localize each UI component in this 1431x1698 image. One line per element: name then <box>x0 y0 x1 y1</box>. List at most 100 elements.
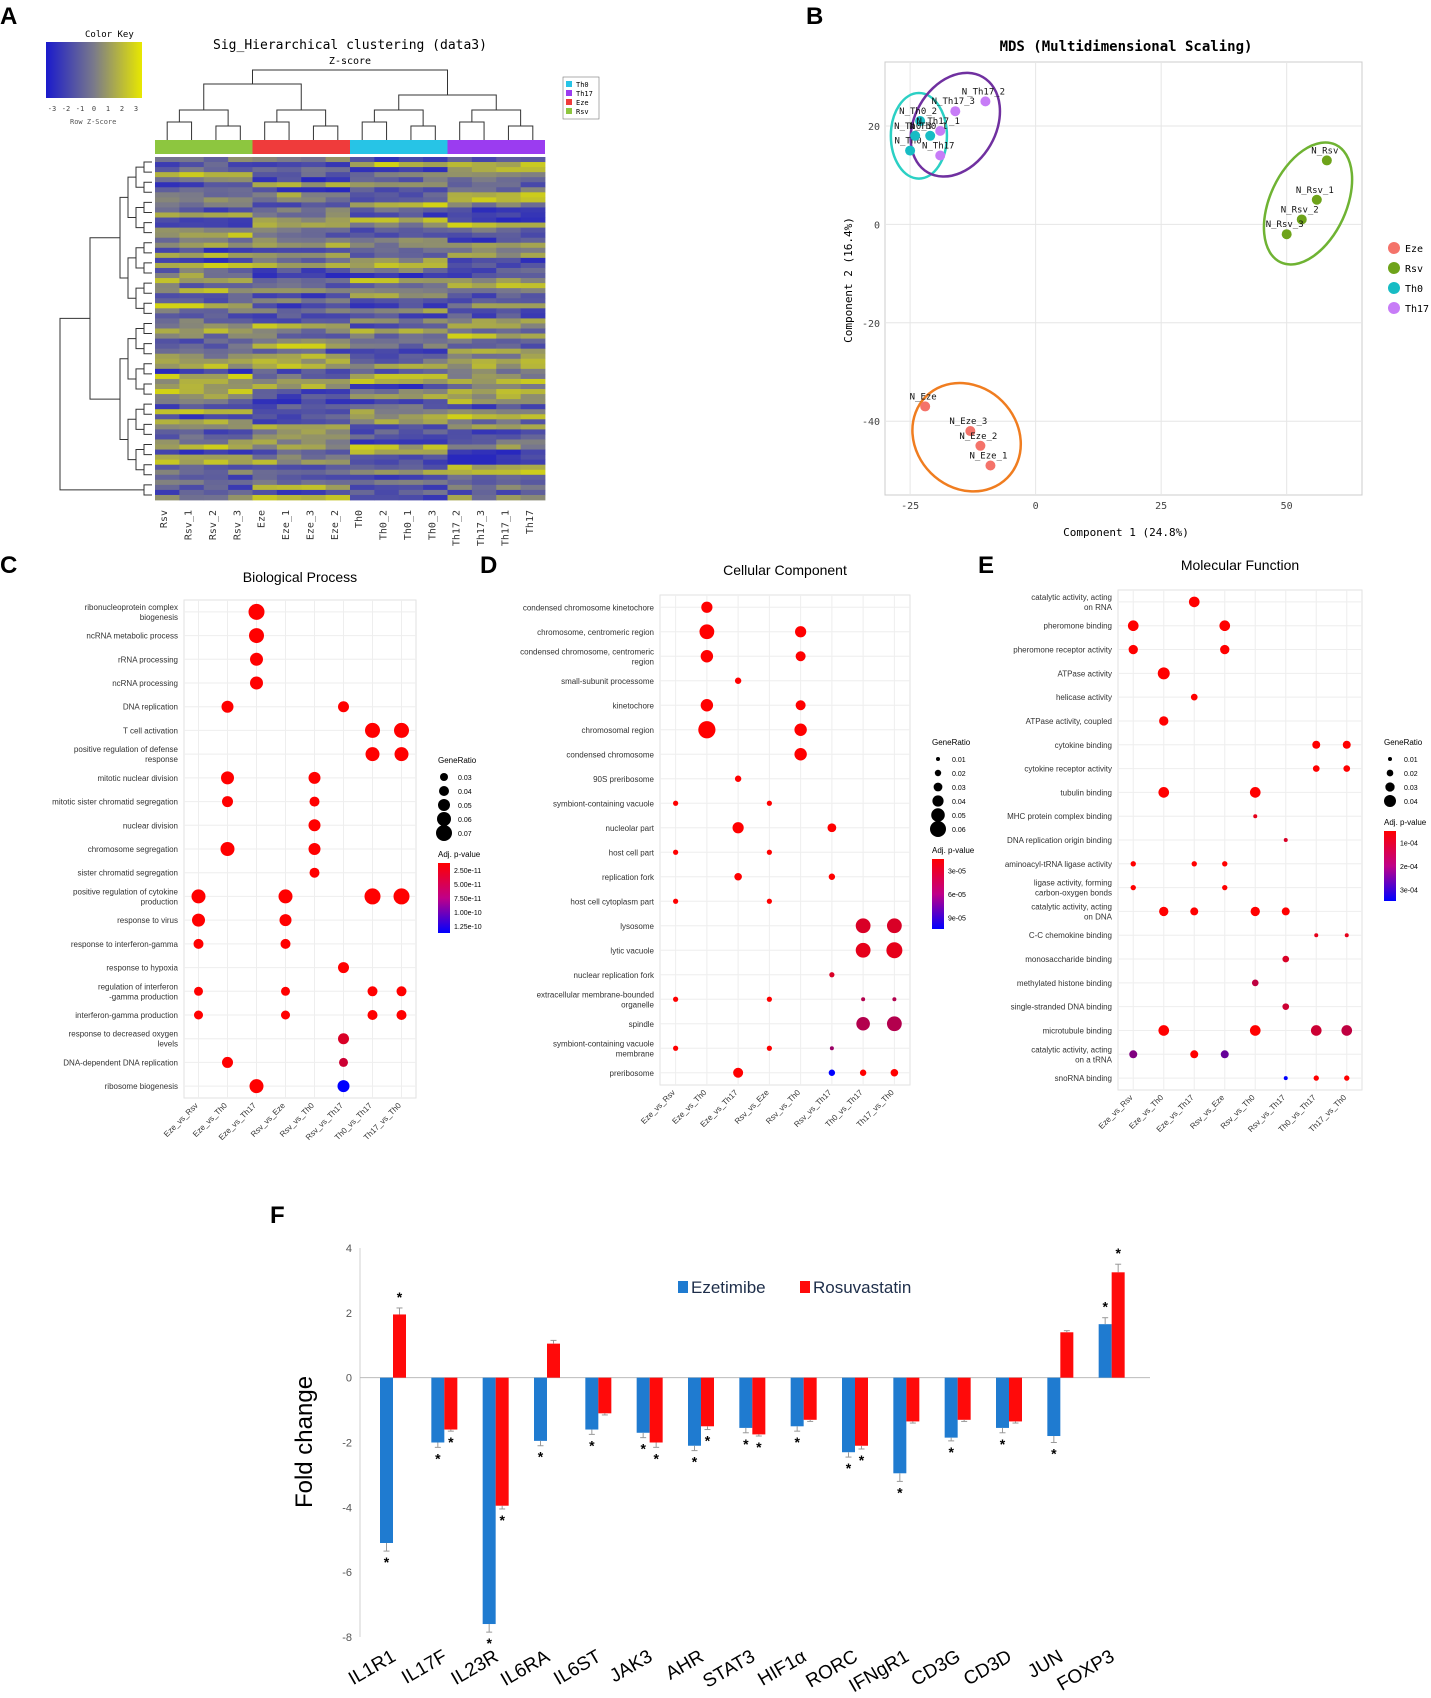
heatmap-cell <box>179 222 205 229</box>
dot <box>1130 861 1136 867</box>
heatmap-cell <box>203 419 229 425</box>
panel-label-f: F <box>270 1202 285 1229</box>
heatmap-cell <box>423 424 448 430</box>
heatmap-cell <box>203 358 229 365</box>
heatmap-cell <box>325 373 351 380</box>
heatmap-cell <box>179 197 205 203</box>
heatmap-cell <box>325 232 351 239</box>
heatmap-cell <box>155 202 180 208</box>
heatmap-cell <box>276 197 302 203</box>
heatmap-cell <box>496 484 522 491</box>
heatmap-cell <box>179 187 205 193</box>
color-legend-bar <box>438 863 450 933</box>
heatmap-cell <box>276 157 302 163</box>
heatmap-cell <box>496 489 522 496</box>
heatmap-cell <box>447 207 473 213</box>
heatmap-cell <box>301 419 327 425</box>
y-tick: -6 <box>342 1567 352 1579</box>
panel-e-molecular-function: E Molecular FunctionEze_vs_RsvEze_vs_Th0E… <box>978 552 1427 1134</box>
plot-title: Biological Process <box>243 569 357 585</box>
heatmap-cell <box>520 489 546 496</box>
heatmap-cell <box>496 232 522 239</box>
y-tick-label: condensed chromosome kinetochore <box>523 603 655 612</box>
bar-ezetimibe <box>893 1377 907 1474</box>
heatmap-cell <box>350 207 375 213</box>
dendrogram-link <box>135 287 144 309</box>
heatmap-cell <box>374 262 400 269</box>
significance-star: * <box>794 1434 800 1450</box>
dot <box>248 603 265 620</box>
y-tick-label: sister chromatid segregation <box>78 869 179 878</box>
heatmap-cell <box>179 283 205 289</box>
heatmap-cell <box>179 459 205 466</box>
heatmap-cell <box>350 187 375 193</box>
heatmap-cell <box>179 333 205 339</box>
heatmap-cell <box>350 489 375 496</box>
bar-rosuvastatin <box>701 1377 714 1427</box>
heatmap-cell <box>471 172 497 178</box>
heatmap-cell <box>179 192 205 198</box>
size-legend-label: 0.05 <box>458 803 472 810</box>
y-tick-label: condensed chromosome <box>566 750 654 759</box>
heatmap-cell <box>447 283 473 289</box>
y-tick-label: MHC protein complex binding <box>1007 812 1112 821</box>
heatmap-cell <box>447 162 473 168</box>
dendrogram-link <box>135 328 144 350</box>
heatmap-cell <box>350 313 375 319</box>
heatmap-cell <box>496 227 522 234</box>
bar-ezetimibe <box>944 1377 958 1438</box>
heatmap-cell <box>325 303 351 309</box>
heatmap-cell <box>203 328 229 334</box>
column-label: Th0_1 <box>403 510 414 540</box>
heatmap-cell <box>350 182 375 188</box>
heatmap-cell <box>447 484 473 491</box>
heatmap-cell <box>276 389 302 395</box>
y-tick-label: chromosome segregation <box>88 845 178 854</box>
y-tick-label: ATPase activity, coupled <box>1026 717 1112 726</box>
heatmap-cell <box>471 182 497 188</box>
heatmap-cell <box>301 479 327 486</box>
heatmap-cell <box>520 409 546 415</box>
heatmap-cell <box>203 237 229 244</box>
heatmap-cell <box>374 242 400 249</box>
heatmap-cell <box>398 207 424 213</box>
column-label: Eze_3 <box>305 510 316 540</box>
heatmap-cell <box>179 308 205 314</box>
dot <box>734 872 742 881</box>
heatmap-cell <box>301 212 327 218</box>
heatmap-cell <box>155 449 180 455</box>
heatmap-cell <box>447 293 473 299</box>
heatmap-cell <box>374 429 400 435</box>
heatmap-cell <box>398 192 424 198</box>
heatmap-cell <box>350 394 375 400</box>
heatmap-cell <box>252 182 278 188</box>
dot <box>394 747 409 762</box>
heatmap-cell <box>203 333 229 339</box>
dot <box>280 938 291 949</box>
legend-swatch-rosuvastatin <box>800 1281 810 1293</box>
heatmap-cell <box>496 247 522 254</box>
heatmap-cell <box>228 389 253 395</box>
heatmap-cell <box>374 227 400 234</box>
heatmap-cell <box>471 479 497 486</box>
heatmap-cell <box>447 313 473 319</box>
significance-star: * <box>538 1449 544 1465</box>
heatmap-cell <box>496 358 522 365</box>
heatmap-cell <box>423 187 448 193</box>
heatmap-cell <box>520 313 546 319</box>
heatmap-cell <box>228 273 253 279</box>
heatmap-cell <box>520 177 546 183</box>
heatmap-cell <box>423 212 448 218</box>
dot <box>1222 861 1228 867</box>
heatmap-cell <box>325 399 351 405</box>
heatmap-cell <box>203 389 229 395</box>
heatmap-cell <box>252 378 278 385</box>
dot <box>732 822 744 834</box>
heatmap-cell <box>374 197 400 203</box>
y-tick-label: positive regulation of defense response <box>74 745 179 764</box>
dot <box>1158 787 1170 798</box>
heatmap-cell <box>155 278 180 284</box>
heatmap-cell <box>471 157 497 163</box>
dot <box>700 699 714 712</box>
heatmap-cell <box>496 394 522 400</box>
